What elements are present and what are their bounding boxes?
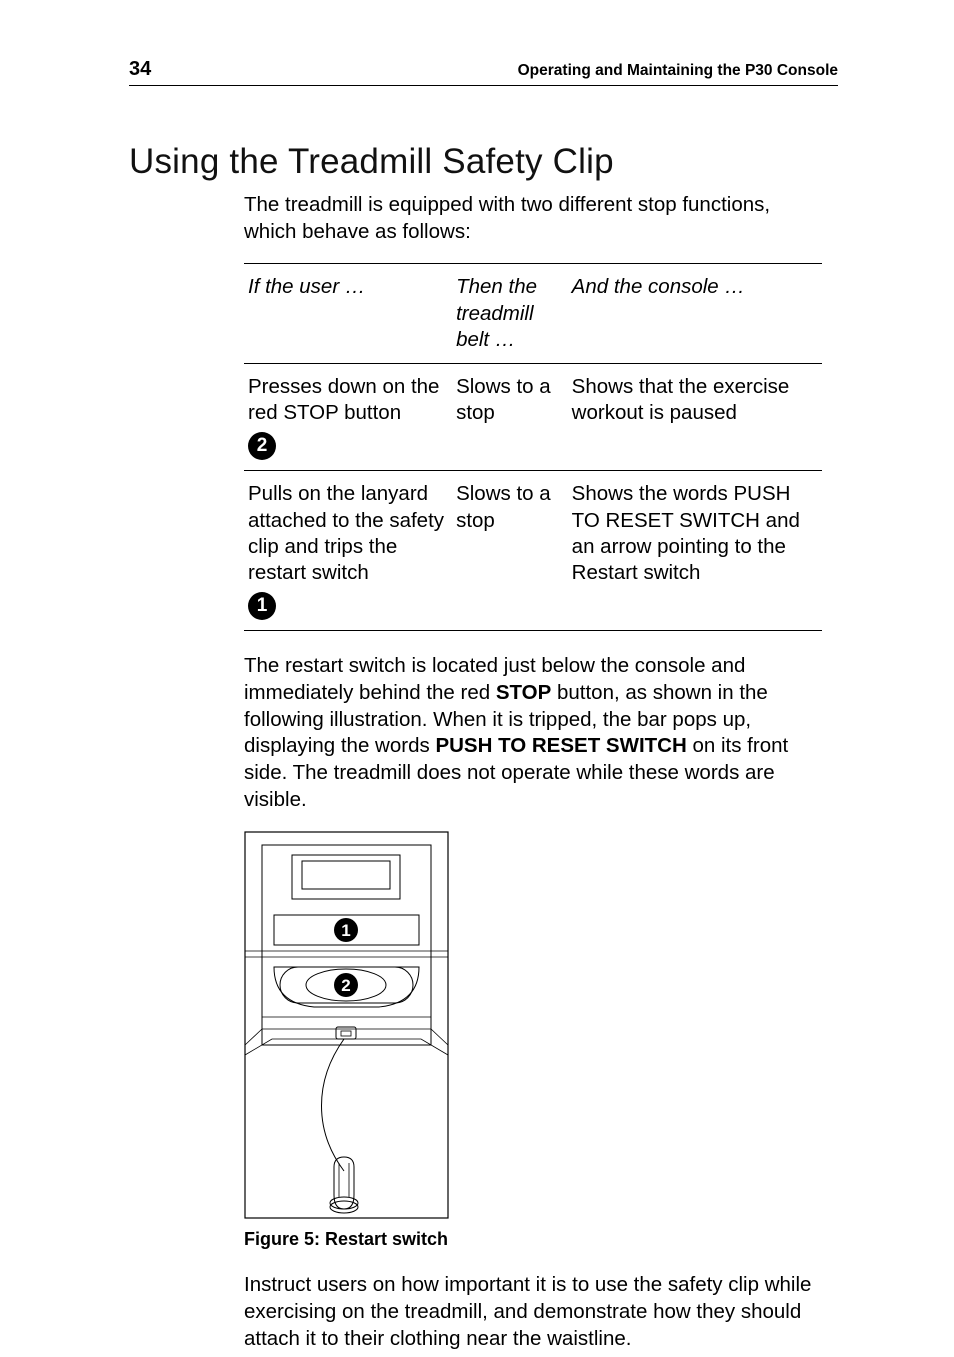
table-cell: Slows to a stop [452, 471, 568, 631]
callout-badge-icon: 2 [248, 432, 276, 460]
bold-text: PUSH TO RESET SWITCH [435, 734, 686, 757]
table-cell: Pulls on the lanyard attached to the saf… [244, 471, 452, 631]
bold-text: STOP [496, 681, 551, 704]
closing-paragraph: Instruct users on how important it is to… [244, 1272, 822, 1352]
page-number: 34 [129, 58, 151, 81]
table-header-c: And the console … [568, 264, 822, 364]
table-header-row: If the user … Then the treadmill belt … … [244, 264, 822, 364]
stop-functions-table: If the user … Then the treadmill belt … … [244, 263, 822, 631]
figure: 1 2 [244, 831, 822, 1250]
intro-paragraph: The treadmill is equipped with two diffe… [244, 192, 822, 245]
table-cell-text: Presses down on the red STOP button [248, 375, 439, 424]
table-cell: Presses down on the red STOP button 2 [244, 363, 452, 470]
table-header-b: Then the treadmill belt … [452, 264, 568, 364]
table-header-a: If the user … [244, 264, 452, 364]
table-cell: Shows the words PUSH TO RESET SWITCH and… [568, 471, 822, 631]
page: 34 Operating and Maintaining the P30 Con… [0, 0, 954, 1357]
table-row: Pulls on the lanyard attached to the saf… [244, 471, 822, 631]
table-cell-text: Pulls on the lanyard attached to the saf… [248, 482, 444, 584]
section-title: Using the Treadmill Safety Clip [129, 142, 838, 182]
table-cell: Slows to a stop [452, 363, 568, 470]
figure-badge-1: 1 [341, 921, 350, 940]
callout-badge-icon: 1 [248, 592, 276, 620]
figure-caption: Figure 5: Restart switch [244, 1229, 822, 1250]
restart-switch-paragraph: The restart switch is located just below… [244, 653, 822, 813]
running-header: 34 Operating and Maintaining the P30 Con… [129, 58, 838, 86]
body-column: The treadmill is equipped with two diffe… [244, 192, 822, 1352]
figure-badge-2: 2 [341, 976, 350, 995]
restart-switch-illustration: 1 2 [244, 831, 449, 1219]
table-cell: Shows that the exercise workout is pause… [568, 363, 822, 470]
table-row: Presses down on the red STOP button 2 Sl… [244, 363, 822, 470]
running-header-title: Operating and Maintaining the P30 Consol… [518, 62, 838, 80]
